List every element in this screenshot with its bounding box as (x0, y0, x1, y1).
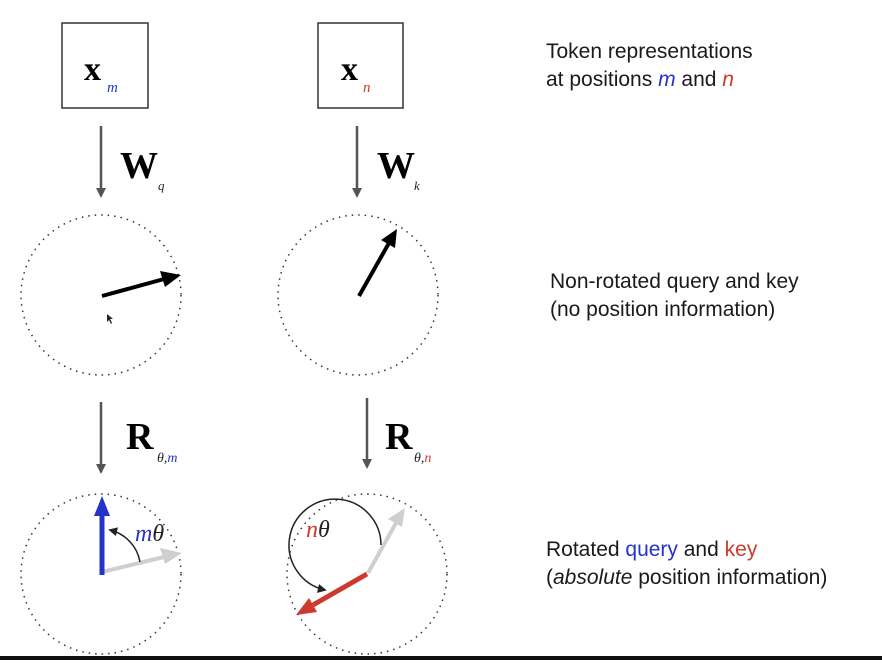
angle-m-theta: θ (152, 521, 164, 547)
rm-subscript-theta: θ,m (157, 451, 178, 466)
label-rn: R θ,n (385, 416, 431, 466)
rn-subscript-theta: θ,n (414, 451, 431, 466)
caption-tokens-line1: Token representations (546, 40, 753, 63)
cursor-icon (107, 314, 113, 324)
rm-symbol: R (126, 416, 154, 458)
key-original-vector (366, 508, 405, 574)
angle-label-n: nθ (306, 517, 330, 543)
wq-symbol: W (120, 145, 158, 187)
label-rm: R θ,m (126, 416, 178, 466)
query-vector (101, 271, 181, 298)
token-symbol-m: x (84, 51, 101, 88)
token-box-m: x m (61, 22, 149, 109)
query-original-vector (101, 548, 182, 574)
angle-n-theta: θ (318, 517, 330, 543)
caption-token-representations: Token representations at positions m and… (546, 38, 753, 94)
rn-symbol: R (385, 416, 413, 458)
circle-key-nonrotated (277, 214, 439, 376)
caption-tokens-line2: at positions m and n (546, 68, 734, 91)
circle-query-nonrotated (20, 214, 182, 376)
wq-subscript: q (158, 178, 165, 193)
wk-subscript: k (414, 178, 420, 193)
rotated-key-vector (296, 571, 369, 615)
caption-rotated-line2: (absolute position information) (546, 566, 828, 589)
rotated-query-vector (94, 496, 110, 575)
caption-nonrotated-line1: Non-rotated query and key (550, 270, 799, 293)
bottom-border (0, 656, 882, 660)
circle-query-rotated (20, 493, 182, 655)
token-subscript-n: n (363, 80, 371, 96)
angle-label-m: mθ (135, 521, 164, 547)
key-vector (357, 229, 397, 297)
token-subscript-m: m (107, 80, 118, 96)
svg-text:mθ: mθ (135, 521, 164, 547)
svg-text:nθ: nθ (306, 517, 330, 543)
angle-n-pos: n (306, 517, 318, 543)
label-wq: W q (120, 145, 165, 193)
label-wk: W k (377, 145, 420, 193)
wk-symbol: W (377, 145, 415, 187)
caption-rotated-line1: Rotated query and key (546, 538, 758, 561)
rotation-arc-n (288, 498, 382, 593)
token-symbol-n: x (341, 51, 358, 88)
angle-m-pos: m (135, 521, 152, 547)
caption-rotated: Rotated query and key (absolute position… (546, 536, 827, 592)
circle-key-rotated (286, 493, 448, 655)
caption-nonrotated-line2: (no position information) (550, 298, 776, 321)
caption-nonrotated: Non-rotated query and key (no position i… (550, 268, 799, 324)
token-box-n: x n (317, 22, 404, 109)
rotation-arc-m (108, 527, 141, 563)
